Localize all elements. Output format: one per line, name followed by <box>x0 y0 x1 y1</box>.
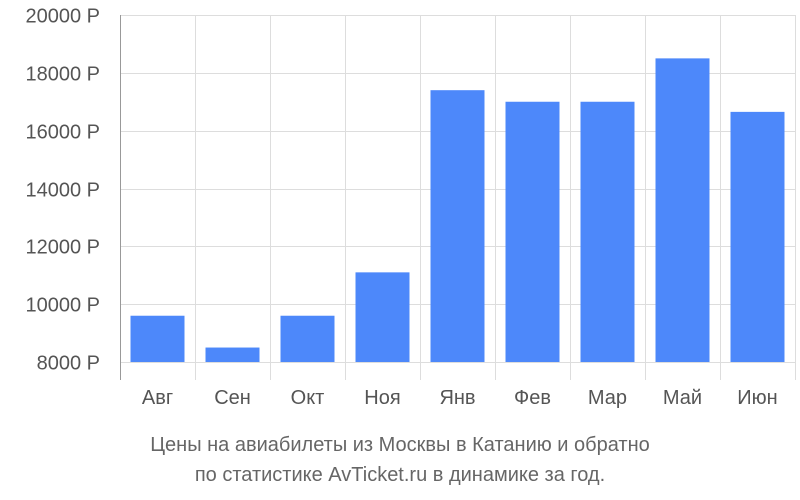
x-tick-label: Авг <box>142 387 173 409</box>
x-axis-tick-labels: Авг Сен Окт Ноя Янв Фев Мар Май Июн <box>142 387 778 409</box>
y-tick-label: 20000 Р <box>25 6 100 28</box>
x-tick-label: Янв <box>439 387 475 409</box>
x-tick-label: Май <box>663 387 702 409</box>
bar-chart: 8000 Р 10000 Р 12000 Р 14000 Р 16000 Р 18000 … <box>25 6 796 409</box>
y-tick-label: 14000 Р <box>25 180 100 202</box>
chart-caption-line-2: по статистике AvTicket.ru в динамике за … <box>194 464 606 486</box>
bar-Ноя <box>355 272 410 362</box>
bar-Июн <box>730 111 785 362</box>
bar-Фев <box>505 101 560 362</box>
y-tick-label: 18000 Р <box>25 64 100 86</box>
y-tick-label: 10000 Р <box>25 295 100 317</box>
bar-Янв <box>430 90 485 362</box>
bar-Авг <box>130 315 185 362</box>
bar-Окт <box>280 315 335 362</box>
y-tick-label: 8000 Р <box>37 353 100 375</box>
x-tick-label: Ноя <box>364 387 400 409</box>
x-tick-label: Фев <box>514 387 551 409</box>
bars <box>130 58 785 362</box>
x-tick-label: Сен <box>214 387 251 409</box>
bar-Сен <box>205 347 260 362</box>
x-tick-label: Окт <box>291 387 325 409</box>
chart-caption-line-1: Цены на авиабилеты из Москвы в Катанию и… <box>150 434 650 456</box>
bar-Мар <box>580 101 635 362</box>
x-tick-label: Мар <box>588 387 627 409</box>
x-tick-label: Июн <box>737 387 777 409</box>
y-axis-tick-labels: 8000 Р 10000 Р 12000 Р 14000 Р 16000 Р 18000 … <box>25 6 100 375</box>
bar-Май <box>655 58 710 362</box>
y-tick-label: 16000 Р <box>25 122 100 144</box>
y-tick-label: 12000 Р <box>25 237 100 259</box>
